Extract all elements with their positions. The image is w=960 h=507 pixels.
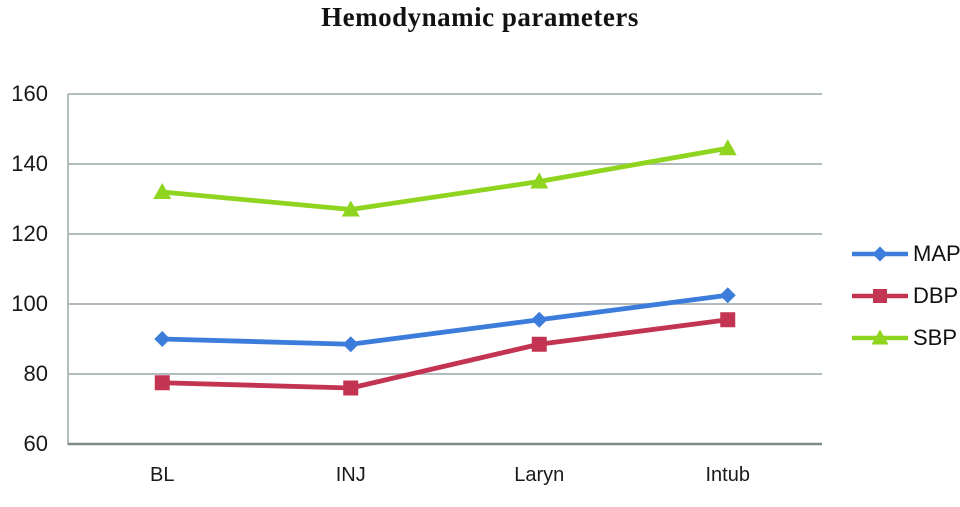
sbp-series-swatch-icon (852, 329, 908, 345)
series-line-sbp (162, 145, 729, 212)
legend: MAP DBP SBP (852, 241, 960, 351)
data-point-triangle (871, 329, 889, 345)
map-series-swatch-icon (852, 246, 908, 262)
data-point-diamond (719, 287, 736, 304)
legend-label-sbp: SBP (913, 325, 958, 350)
y-tick-label: 160 (11, 81, 48, 106)
series-line-map (162, 292, 729, 347)
legend-item-sbp: SBP (852, 325, 960, 351)
x-category-label: INJ (335, 464, 366, 486)
data-point-diamond (154, 331, 171, 347)
x-category-label: Laryn (514, 464, 565, 486)
y-axis: 60 80 100 120 140 160 (0, 0, 50, 507)
data-point-square (720, 312, 736, 328)
data-point-triangle (341, 200, 360, 217)
legend-item-dbp: DBP (852, 283, 960, 309)
data-point-square (531, 336, 547, 352)
legend-label-map: MAP (913, 241, 960, 266)
chart-title: Hemodynamic parameters (321, 2, 639, 32)
data-point-triangle (718, 139, 737, 156)
y-tick-label: 140 (11, 151, 48, 176)
legend-item-map: MAP (852, 241, 960, 267)
data-point-diamond (872, 246, 888, 262)
dbp-series-swatch-icon (852, 289, 908, 303)
data-point-triangle (530, 172, 549, 189)
legend-label-dbp: DBP (913, 283, 959, 308)
y-tick-label: 80 (23, 361, 48, 386)
data-point-triangle (153, 183, 172, 199)
data-point-square (154, 375, 170, 391)
y-tick-label: 100 (11, 291, 48, 316)
data-point-square (343, 380, 359, 396)
y-tick-label: 120 (11, 221, 48, 246)
x-category-label: BL (150, 464, 175, 486)
data-point-diamond (531, 311, 548, 328)
data-point-diamond (342, 336, 359, 353)
series-line-dbp (162, 317, 729, 391)
y-tick-label: 60 (23, 431, 48, 456)
x-category-label: Intub (705, 464, 750, 486)
data-point-square (873, 289, 887, 303)
